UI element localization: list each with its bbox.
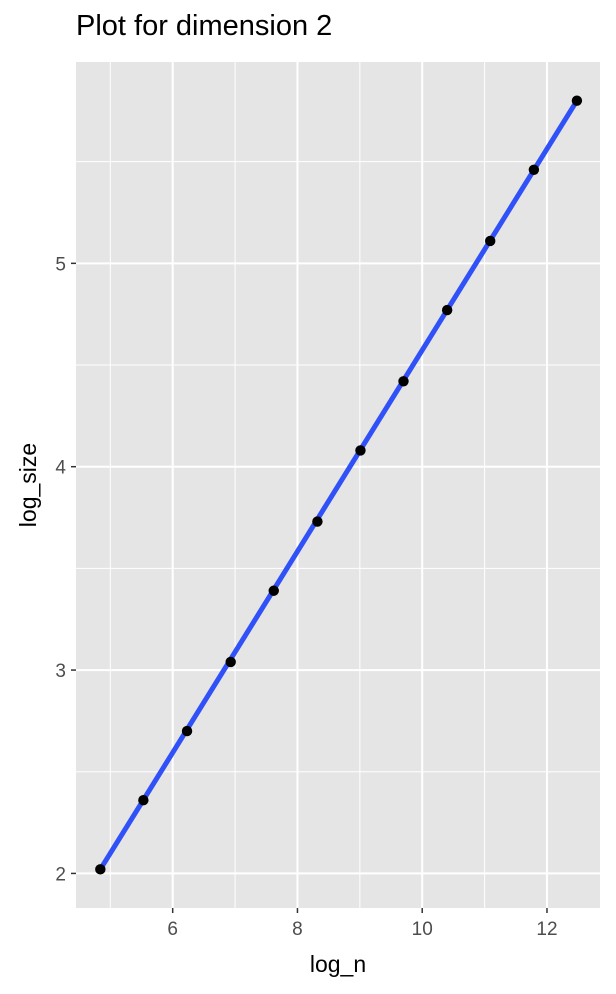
y-tick-label: 2: [55, 864, 66, 885]
data-point: [398, 376, 409, 387]
y-tick-label: 4: [55, 458, 66, 479]
data-point: [485, 235, 496, 247]
fit-line: [98, 99, 580, 871]
x-tick-label: 10: [412, 919, 433, 940]
data-point: [138, 795, 149, 806]
y-tick-labels: 2 3 4 5: [55, 254, 66, 885]
chart-title: Plot for dimension 2: [76, 10, 333, 42]
data-point: [571, 95, 583, 106]
data-point: [312, 516, 323, 527]
data-point: [225, 656, 236, 668]
data-point: [95, 864, 106, 875]
major-gridlines: [76, 62, 600, 908]
y-axis-title: log_size: [15, 443, 41, 527]
data-point: [268, 585, 279, 596]
x-axis-title: log_n: [310, 951, 366, 977]
x-tick-labels: 6 8 10 12: [167, 919, 557, 940]
data-point: [528, 164, 540, 175]
data-point: [181, 725, 193, 737]
data-point: [355, 445, 366, 456]
x-tick-label: 8: [292, 919, 303, 940]
y-tick-label: 3: [55, 661, 66, 682]
x-tick-label: 12: [536, 919, 557, 940]
axis-ticks: [71, 262, 548, 913]
data-points: [95, 95, 583, 875]
x-tick-label: 6: [167, 919, 178, 940]
y-tick-label: 5: [55, 254, 66, 275]
fit-line-layer: [98, 99, 580, 871]
data-point: [441, 304, 453, 316]
